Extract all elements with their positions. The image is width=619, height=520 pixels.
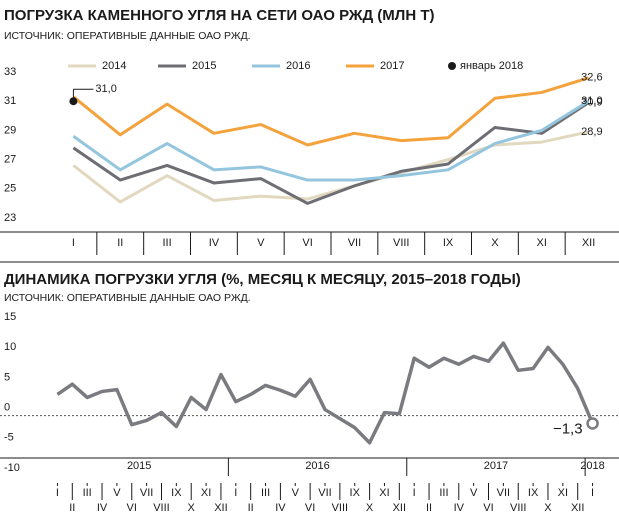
x-tick-label: X [188, 502, 196, 514]
data-label: 32,6 [581, 72, 602, 84]
x-tick-label: V [257, 237, 265, 249]
chart-title: ПОГРУЗКА КАМЕННОГО УГЛЯ НА СЕТИ ОАО РЖД … [4, 7, 434, 24]
x-tick-label: IV [275, 502, 286, 514]
x-tick-label: I [591, 487, 594, 499]
x-tick-label: X [544, 502, 552, 514]
x-tick-label: II [426, 502, 432, 514]
x-tick-label: I [56, 487, 59, 499]
x-tick-label: VI [483, 502, 493, 514]
x-tick-label: VII [318, 487, 331, 499]
x-tick-label: VIII [153, 502, 170, 514]
legend-label: январь 2018 [460, 60, 523, 72]
y-tick-label: 29 [4, 124, 16, 136]
chart-subtitle: ИСТОЧНИК: ОПЕРАТИВНЫЕ ДАННЫЕ ОАО РЖД. [4, 30, 251, 42]
x-tick-label: VI [305, 502, 315, 514]
x-tick-label: XI [537, 237, 547, 249]
series-line [72, 76, 590, 147]
y-tick-label: 5 [4, 371, 10, 383]
x-tick-label: III [261, 487, 270, 499]
x-tick-label: X [366, 502, 374, 514]
x-tick-label: IX [528, 487, 539, 499]
x-tick-label: IX [443, 237, 454, 249]
x-tick-label: I [413, 487, 416, 499]
x-tick-label: IV [209, 237, 220, 249]
legend-label: 2015 [192, 60, 216, 72]
legend-marker [448, 62, 456, 70]
x-tick-label: V [113, 487, 121, 499]
x-tick-label: VI [127, 502, 137, 514]
x-tick-label: XII [393, 502, 406, 514]
legend-label: 2017 [380, 60, 404, 72]
x-tick-label: V [292, 487, 300, 499]
y-tick-label: 0 [4, 402, 10, 414]
series-line [72, 130, 589, 204]
x-tick-label: IX [350, 487, 361, 499]
y-tick-label: -5 [4, 432, 14, 444]
y-tick-label: -10 [4, 462, 20, 474]
group-label: 2018 [580, 460, 604, 472]
series-line [72, 99, 590, 182]
group-label: 2016 [305, 460, 329, 472]
data-label: 31,0 [581, 95, 602, 107]
y-tick-label: 33 [4, 66, 16, 78]
end-point [586, 417, 599, 430]
x-tick-label: III [162, 237, 171, 249]
x-tick-label: III [439, 487, 448, 499]
y-tick-label: 25 [4, 183, 16, 195]
y-tick-label: 10 [4, 341, 16, 353]
x-tick-label: XII [571, 502, 584, 514]
x-tick-label: XI [201, 487, 211, 499]
x-tick-label: I [234, 487, 237, 499]
x-tick-label: VII [497, 487, 510, 499]
legend-label: 2014 [102, 60, 126, 72]
data-label: 30,9 [581, 97, 602, 109]
x-tick-label: VIII [393, 237, 410, 249]
x-tick-label: XII [214, 502, 227, 514]
y-tick-label: 31 [4, 95, 16, 107]
x-tick-label: XII [582, 237, 595, 249]
x-tick-label: II [69, 502, 75, 514]
legend-label: 2016 [286, 60, 310, 72]
x-tick-label: II [117, 237, 123, 249]
x-tick-label: XI [558, 487, 568, 499]
x-tick-label: VII [140, 487, 153, 499]
x-tick-label: IX [171, 487, 182, 499]
data-label: −1,3 [553, 420, 583, 437]
series-line [56, 341, 595, 445]
y-tick-label: 15 [4, 311, 16, 323]
x-tick-label: VIII [332, 502, 349, 514]
chart-subtitle: ИСТОЧНИК: ОПЕРАТИВНЫЕ ДАННЫЕ ОАО РЖД. [4, 292, 251, 304]
group-label: 2015 [127, 460, 151, 472]
y-tick-label: 27 [4, 154, 16, 166]
group-label: 2017 [484, 460, 508, 472]
x-tick-label: XI [379, 487, 389, 499]
x-tick-label: III [83, 487, 92, 499]
x-tick-label: V [470, 487, 478, 499]
x-tick-label: VIII [510, 502, 527, 514]
series-line [72, 101, 590, 205]
y-tick-label: 23 [4, 212, 16, 224]
chart-title: ДИНАМИКА ПОГРУЗКИ УГЛЯ (%, МЕСЯЦ К МЕСЯЦ… [4, 271, 521, 288]
x-tick-label: VII [348, 237, 361, 249]
x-tick-label: IV [97, 502, 108, 514]
x-tick-label: I [72, 237, 75, 249]
x-tick-label: II [248, 502, 254, 514]
x-tick-label: X [491, 237, 499, 249]
x-tick-label: IV [454, 502, 465, 514]
data-label: 31,0 [95, 83, 116, 95]
x-tick-label: VI [302, 237, 312, 249]
data-label: 28,9 [581, 126, 602, 138]
